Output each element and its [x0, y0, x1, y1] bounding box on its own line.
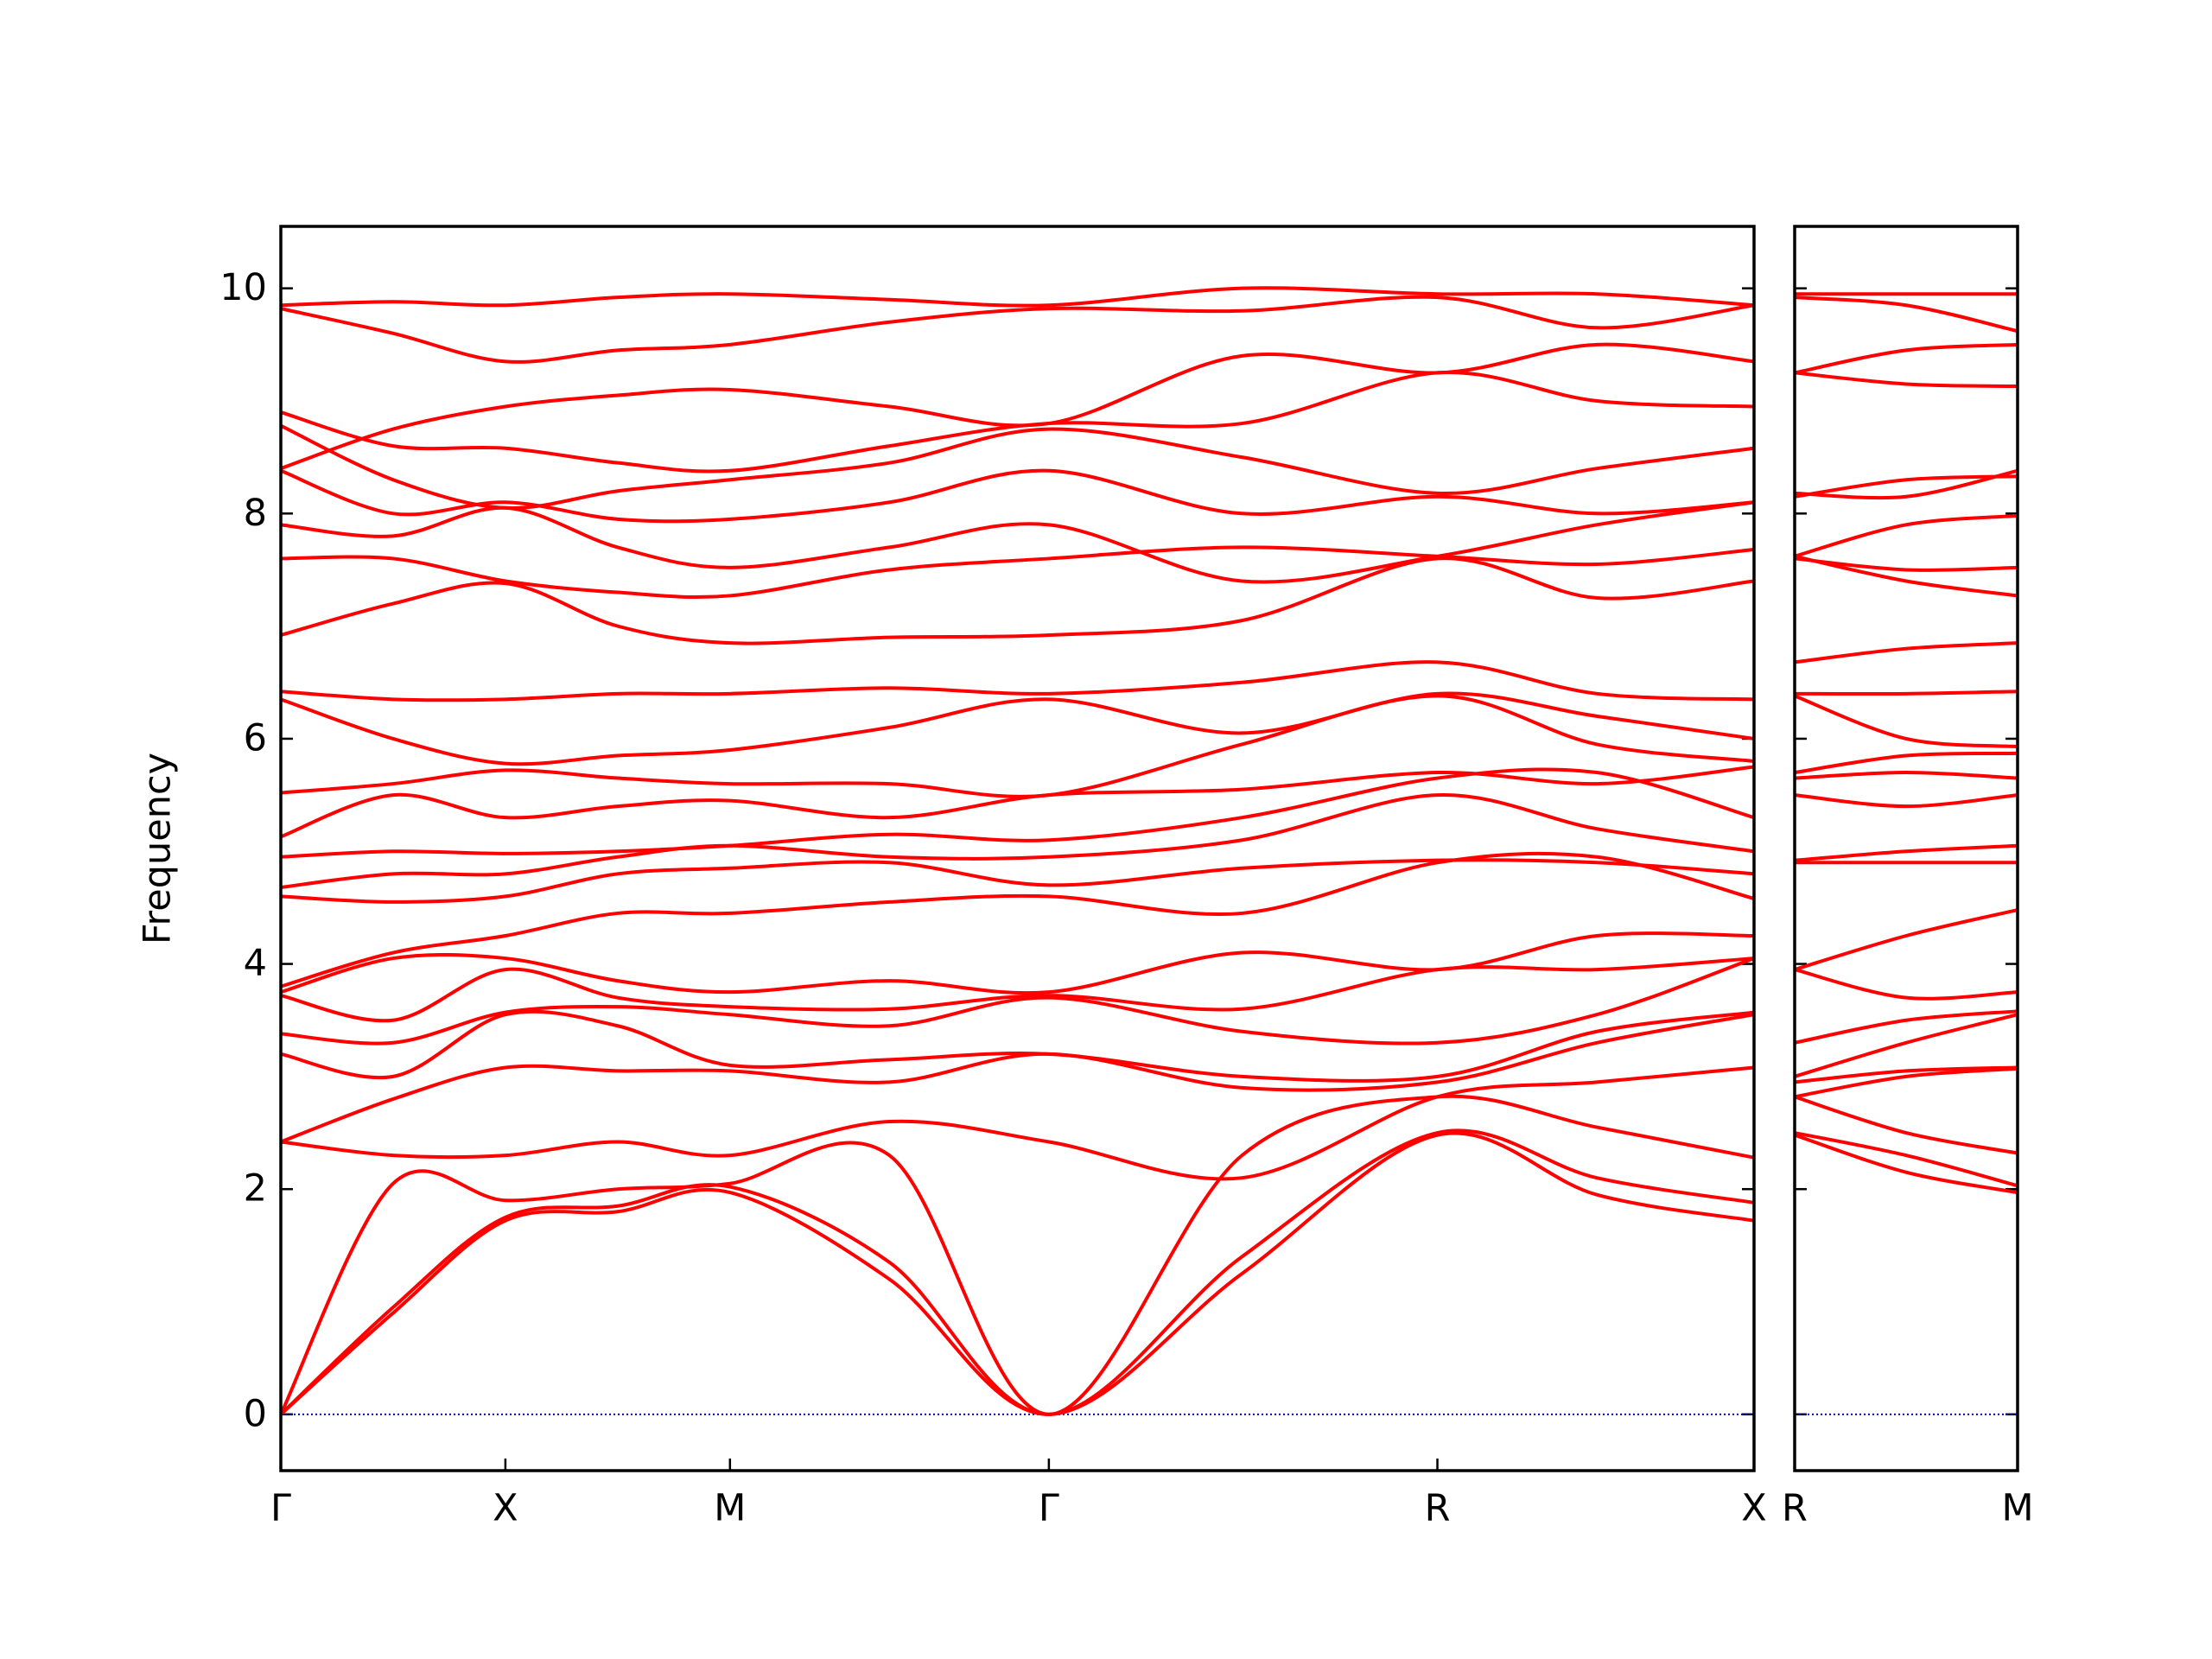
x-tick-label: M [714, 1487, 746, 1530]
band-line [280, 1013, 1755, 1144]
band-line [280, 545, 1755, 600]
plot-frame [1793, 225, 2019, 1472]
band-line [280, 931, 1755, 995]
band-line [279, 1094, 1755, 1416]
band-line [1794, 751, 2018, 775]
band-line [1794, 843, 2018, 862]
band-line [1794, 690, 2018, 696]
band-line [1794, 342, 2018, 375]
x-tick-label: R [1782, 1487, 1808, 1530]
band-line [280, 765, 1755, 839]
band-line [280, 556, 1755, 645]
y-tick-label: 8 [244, 492, 267, 535]
y-tick-label: 6 [244, 716, 267, 760]
band-line [1794, 1131, 2018, 1188]
x-tick-label: X [493, 1487, 518, 1530]
band-line [1794, 1066, 2018, 1099]
band-line [1794, 554, 2018, 598]
band-line [1794, 1013, 2018, 1078]
band-line [280, 767, 1755, 859]
band-line [280, 500, 1755, 584]
band-line [280, 423, 1755, 510]
band-line [1794, 468, 2018, 500]
band-line [1794, 513, 2018, 558]
band-line [1794, 1133, 2018, 1195]
band-line [1794, 968, 2018, 1001]
band-line [280, 957, 1755, 1046]
band-line [1794, 908, 2018, 972]
band-line [1794, 1065, 2018, 1084]
x-tick-label: Γ [1039, 1487, 1059, 1530]
band-line [1794, 1095, 2018, 1155]
band-line [279, 1131, 1755, 1416]
band-line [280, 858, 1755, 904]
x-tick-label: Γ [270, 1487, 291, 1530]
band-line [1794, 296, 2018, 334]
y-tick-label: 0 [244, 1392, 267, 1435]
band-line [280, 342, 1755, 471]
band-line [280, 286, 1755, 308]
plot-frame [279, 225, 1756, 1472]
x-tick-label: X [1741, 1487, 1766, 1530]
band-line [280, 957, 1755, 1023]
band-line [279, 1128, 1755, 1416]
band-line [1794, 694, 2018, 749]
band-line [1794, 771, 2018, 780]
band-line [280, 468, 1755, 524]
band-line [280, 851, 1755, 988]
x-tick-label: R [1425, 1487, 1451, 1530]
band-line [1794, 793, 2018, 809]
y-tick-label: 2 [244, 1167, 267, 1211]
band-line [1794, 1009, 2018, 1045]
band-line [1794, 641, 2018, 664]
band-line [280, 370, 1755, 474]
y-tick-label: 4 [244, 942, 267, 985]
y-axis-label: Frequency [137, 753, 180, 944]
band-line [280, 793, 1755, 889]
band-line [1794, 371, 2018, 389]
band-line [280, 295, 1755, 364]
x-tick-label: M [2001, 1487, 2033, 1530]
band-line [280, 694, 1755, 798]
band-line [280, 691, 1755, 766]
band-line [280, 1009, 1755, 1083]
band-line [280, 1065, 1755, 1181]
band-line [280, 660, 1755, 702]
y-tick-label: 10 [219, 266, 267, 309]
